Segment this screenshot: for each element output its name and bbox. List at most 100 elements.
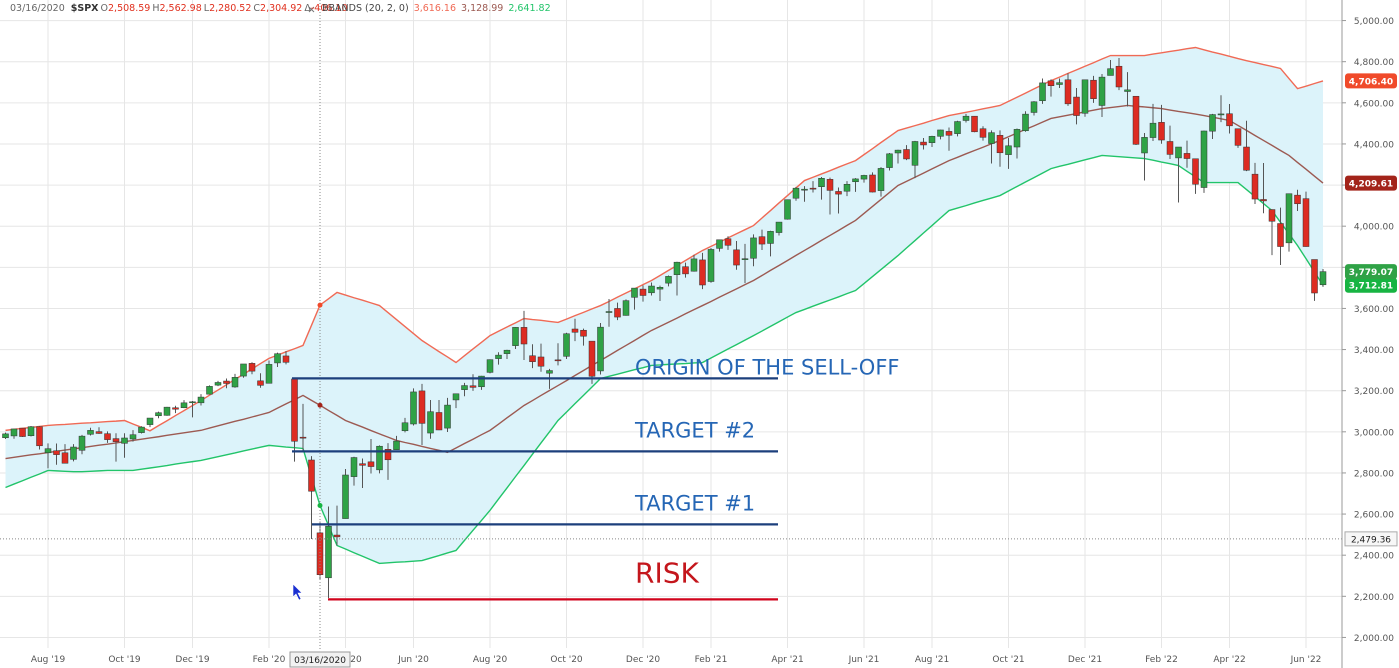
candle-body bbox=[648, 285, 655, 294]
band-lower bbox=[5, 154, 1324, 565]
candle-body bbox=[588, 340, 596, 377]
candle-body bbox=[1098, 76, 1106, 106]
y-tick-label: 4,000.00 bbox=[1354, 223, 1394, 233]
candle-body bbox=[716, 239, 723, 249]
candle-body bbox=[350, 457, 358, 477]
candle-body bbox=[911, 141, 919, 166]
candle-body bbox=[342, 474, 349, 519]
candle-body bbox=[78, 435, 86, 451]
candle-body bbox=[767, 231, 774, 244]
x-tick-label: Apr '22 bbox=[1213, 655, 1245, 665]
candle-body bbox=[733, 249, 740, 266]
candle-body bbox=[367, 461, 375, 467]
candle-body bbox=[988, 132, 995, 144]
annotation-text: ORIGIN OF THE SELL-OFF bbox=[635, 355, 900, 379]
candle-body bbox=[257, 380, 264, 386]
candle-body bbox=[2, 433, 9, 439]
crosshair-dot bbox=[317, 502, 323, 508]
x-tick-label: Aug '19 bbox=[31, 655, 66, 665]
candle-body bbox=[724, 238, 732, 246]
y-tick-label: 4,600.00 bbox=[1354, 99, 1394, 109]
crosshair-price: 2,479.36 bbox=[1351, 535, 1391, 545]
candle-body bbox=[597, 326, 604, 372]
plot-area bbox=[0, 0, 1342, 650]
symbol: $SPX bbox=[70, 3, 99, 14]
y-tick-label: 5,000.00 bbox=[1354, 17, 1394, 27]
candle-body bbox=[223, 380, 230, 384]
candle-body bbox=[801, 188, 808, 191]
price-label-box bbox=[1345, 73, 1397, 89]
candle-body bbox=[690, 258, 698, 272]
indicator-name: BBANDS (20, 2, 0) bbox=[322, 3, 409, 14]
candle-body bbox=[512, 327, 519, 346]
candle-body bbox=[1302, 198, 1310, 247]
annotation-text: TARGET #1 bbox=[634, 491, 755, 515]
x-tick-label: Dec '21 bbox=[1068, 655, 1102, 665]
candle-body bbox=[546, 370, 553, 374]
candle-body bbox=[401, 422, 409, 432]
candle-body bbox=[784, 199, 791, 220]
candle-body bbox=[1081, 79, 1089, 114]
candle-body bbox=[138, 426, 145, 433]
candle-body bbox=[1047, 80, 1055, 86]
candle-body bbox=[1158, 122, 1165, 141]
candle-body bbox=[835, 191, 842, 195]
x-tick-label: Feb '20 bbox=[253, 655, 286, 665]
candle-body bbox=[410, 391, 417, 425]
indicator-value: 3,128.99 bbox=[461, 3, 504, 14]
candle-body bbox=[1107, 68, 1114, 76]
candle-body bbox=[1030, 101, 1038, 113]
candle-body bbox=[775, 221, 783, 233]
candle-body bbox=[665, 276, 672, 284]
candle-body bbox=[869, 174, 876, 193]
candle-body bbox=[750, 237, 757, 259]
y-tick-label: 4,400.00 bbox=[1354, 140, 1394, 150]
ohlc-key: C bbox=[253, 3, 261, 14]
ohlc-value: 2,280.52 bbox=[209, 3, 252, 14]
candle-body bbox=[129, 434, 137, 440]
candle-body bbox=[376, 445, 383, 471]
candle-body bbox=[792, 187, 800, 199]
y-tick-label: 3,400.00 bbox=[1354, 346, 1394, 356]
y-tick-label: 3,600.00 bbox=[1354, 305, 1394, 315]
candle-body bbox=[274, 353, 281, 364]
candle-body bbox=[886, 153, 893, 168]
candle-body bbox=[571, 328, 579, 333]
candle-body bbox=[104, 433, 111, 440]
y-tick-label: 2,600.00 bbox=[1354, 511, 1394, 521]
x-tick-label: Feb '22 bbox=[1145, 655, 1178, 665]
y-tick-label: 2,000.00 bbox=[1354, 634, 1394, 644]
candle-body bbox=[1209, 114, 1216, 132]
candle-body bbox=[1277, 223, 1284, 247]
ohlc-key: Δ bbox=[304, 3, 311, 14]
candle-body bbox=[1056, 82, 1063, 85]
y-tick-label: 4,800.00 bbox=[1354, 58, 1394, 68]
candle-body bbox=[1149, 122, 1157, 138]
candle-body bbox=[605, 311, 613, 313]
band-middle bbox=[5, 104, 1324, 460]
candle-body bbox=[112, 438, 120, 442]
candle-body bbox=[10, 428, 18, 437]
close-icon[interactable] bbox=[308, 6, 315, 13]
price-label: 4,706.40 bbox=[1349, 77, 1393, 87]
candle-body bbox=[265, 364, 273, 384]
candle-body bbox=[979, 128, 987, 138]
candle-body bbox=[563, 333, 570, 357]
candle-body bbox=[741, 258, 749, 260]
ohlc-key: H bbox=[152, 3, 160, 14]
hover-date: 03/16/2020 bbox=[10, 3, 65, 14]
candle-body bbox=[707, 249, 715, 282]
candle-body bbox=[308, 459, 315, 492]
candle-body bbox=[231, 377, 239, 388]
x-tick-label: Aug '20 bbox=[473, 655, 508, 665]
price-label: 4,209.61 bbox=[1349, 180, 1393, 190]
x-tick-label: Feb '21 bbox=[695, 655, 728, 665]
candle-body bbox=[325, 525, 332, 579]
ohlc-value: 2,304.92 bbox=[260, 3, 303, 14]
candle-body bbox=[1217, 113, 1225, 116]
candle-body bbox=[172, 407, 179, 410]
candle-body bbox=[954, 121, 961, 134]
candle-body bbox=[1166, 141, 1174, 155]
candle-body bbox=[1132, 95, 1140, 145]
